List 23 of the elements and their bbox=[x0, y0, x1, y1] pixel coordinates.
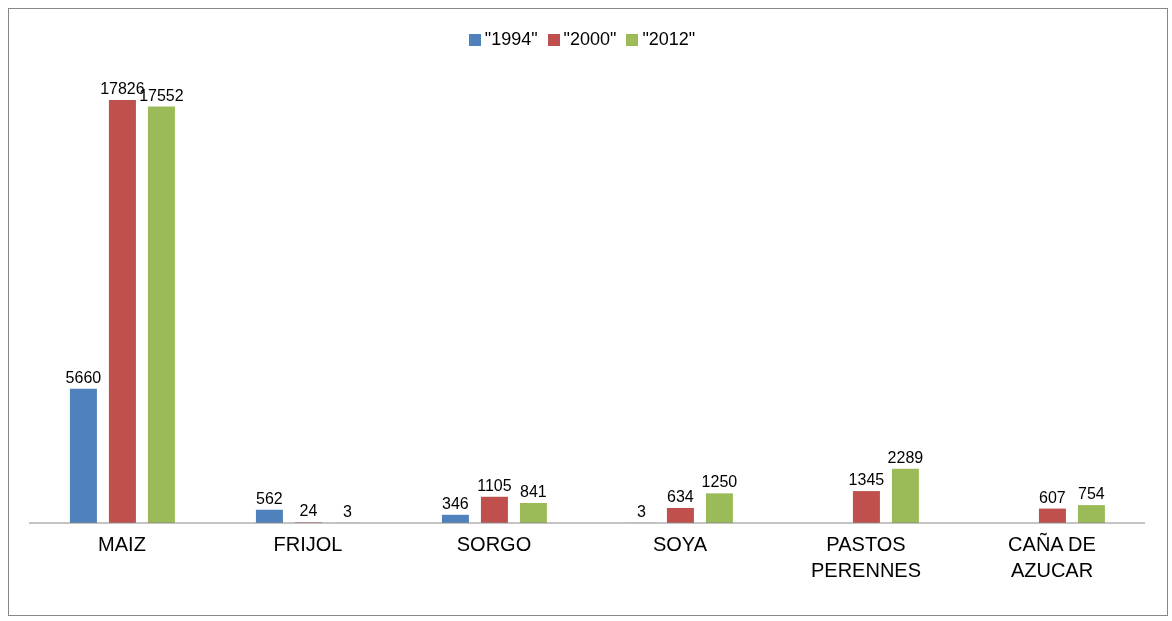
data-label: 562 bbox=[256, 489, 283, 507]
x-tick-label: SORGO bbox=[456, 533, 532, 555]
data-label: 2289 bbox=[887, 448, 924, 466]
x-tick-label: PASTOS PERENNES bbox=[810, 533, 922, 581]
legend-label: "2000" bbox=[563, 29, 617, 49]
legend-label: "2012" bbox=[642, 29, 696, 49]
data-label: 3 bbox=[342, 502, 352, 520]
x-tick-label: SOYA bbox=[652, 533, 708, 555]
data-label: 346 bbox=[442, 494, 469, 512]
data-label: 1250 bbox=[701, 473, 738, 491]
data-label: 607 bbox=[1039, 488, 1066, 506]
data-label: 24 bbox=[299, 502, 318, 520]
x-tick-label: MAIZ bbox=[98, 533, 146, 555]
data-label: 1105 bbox=[477, 476, 512, 494]
data-label: 3 bbox=[636, 502, 646, 520]
data-label: 1345 bbox=[848, 471, 885, 489]
data-label: 5660 bbox=[65, 368, 102, 386]
x-tick-label: FRIJOL bbox=[273, 533, 343, 555]
data-label: 634 bbox=[667, 487, 694, 505]
legend-label: "1994" bbox=[484, 29, 538, 49]
data-label: 841 bbox=[520, 483, 547, 501]
x-tick-label: CAÑA DE AZUCAR bbox=[1008, 532, 1096, 581]
data-label: 754 bbox=[1078, 485, 1105, 503]
